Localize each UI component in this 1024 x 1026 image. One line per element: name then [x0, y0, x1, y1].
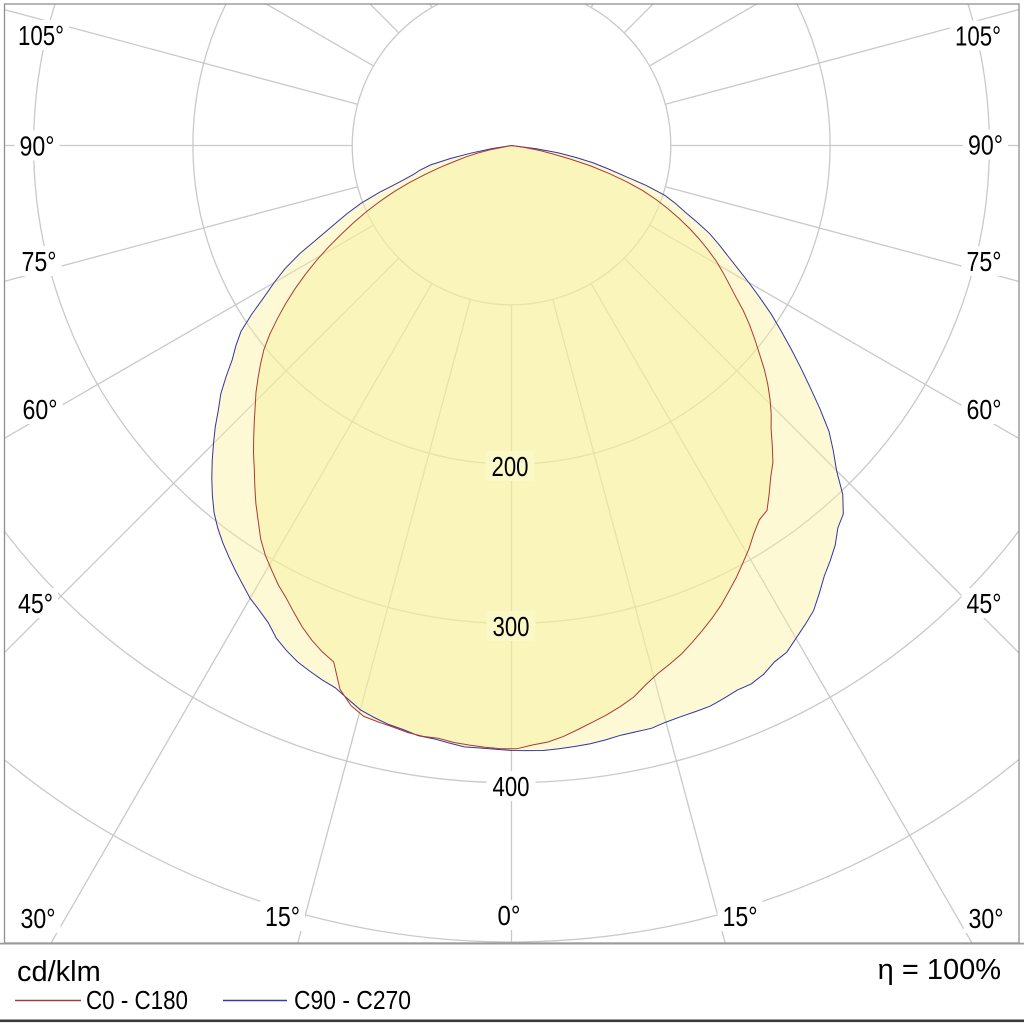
svg-text:C90 - C270: C90 - C270 [294, 985, 411, 1015]
svg-text:60°: 60° [967, 394, 1002, 425]
svg-text:15°: 15° [265, 901, 300, 932]
svg-text:45°: 45° [967, 588, 1002, 619]
svg-text:75°: 75° [967, 246, 1002, 277]
svg-text:105°: 105° [955, 21, 1001, 52]
svg-text:30°: 30° [21, 903, 56, 934]
svg-text:90°: 90° [968, 130, 1003, 161]
svg-text:cd/klm: cd/klm [17, 956, 101, 988]
svg-text:15°: 15° [723, 901, 758, 932]
svg-text:0°: 0° [498, 900, 521, 931]
svg-text:200: 200 [492, 451, 529, 482]
svg-text:90°: 90° [20, 131, 55, 162]
svg-text:75°: 75° [22, 246, 57, 277]
svg-text:C0 - C180: C0 - C180 [86, 985, 188, 1015]
svg-text:300: 300 [493, 611, 530, 642]
svg-text:45°: 45° [18, 588, 53, 619]
svg-text:105°: 105° [18, 20, 64, 51]
svg-text:η = 100%: η = 100% [878, 954, 1001, 986]
svg-text:400: 400 [493, 771, 530, 802]
svg-text:60°: 60° [23, 394, 58, 425]
svg-text:30°: 30° [969, 903, 1004, 934]
